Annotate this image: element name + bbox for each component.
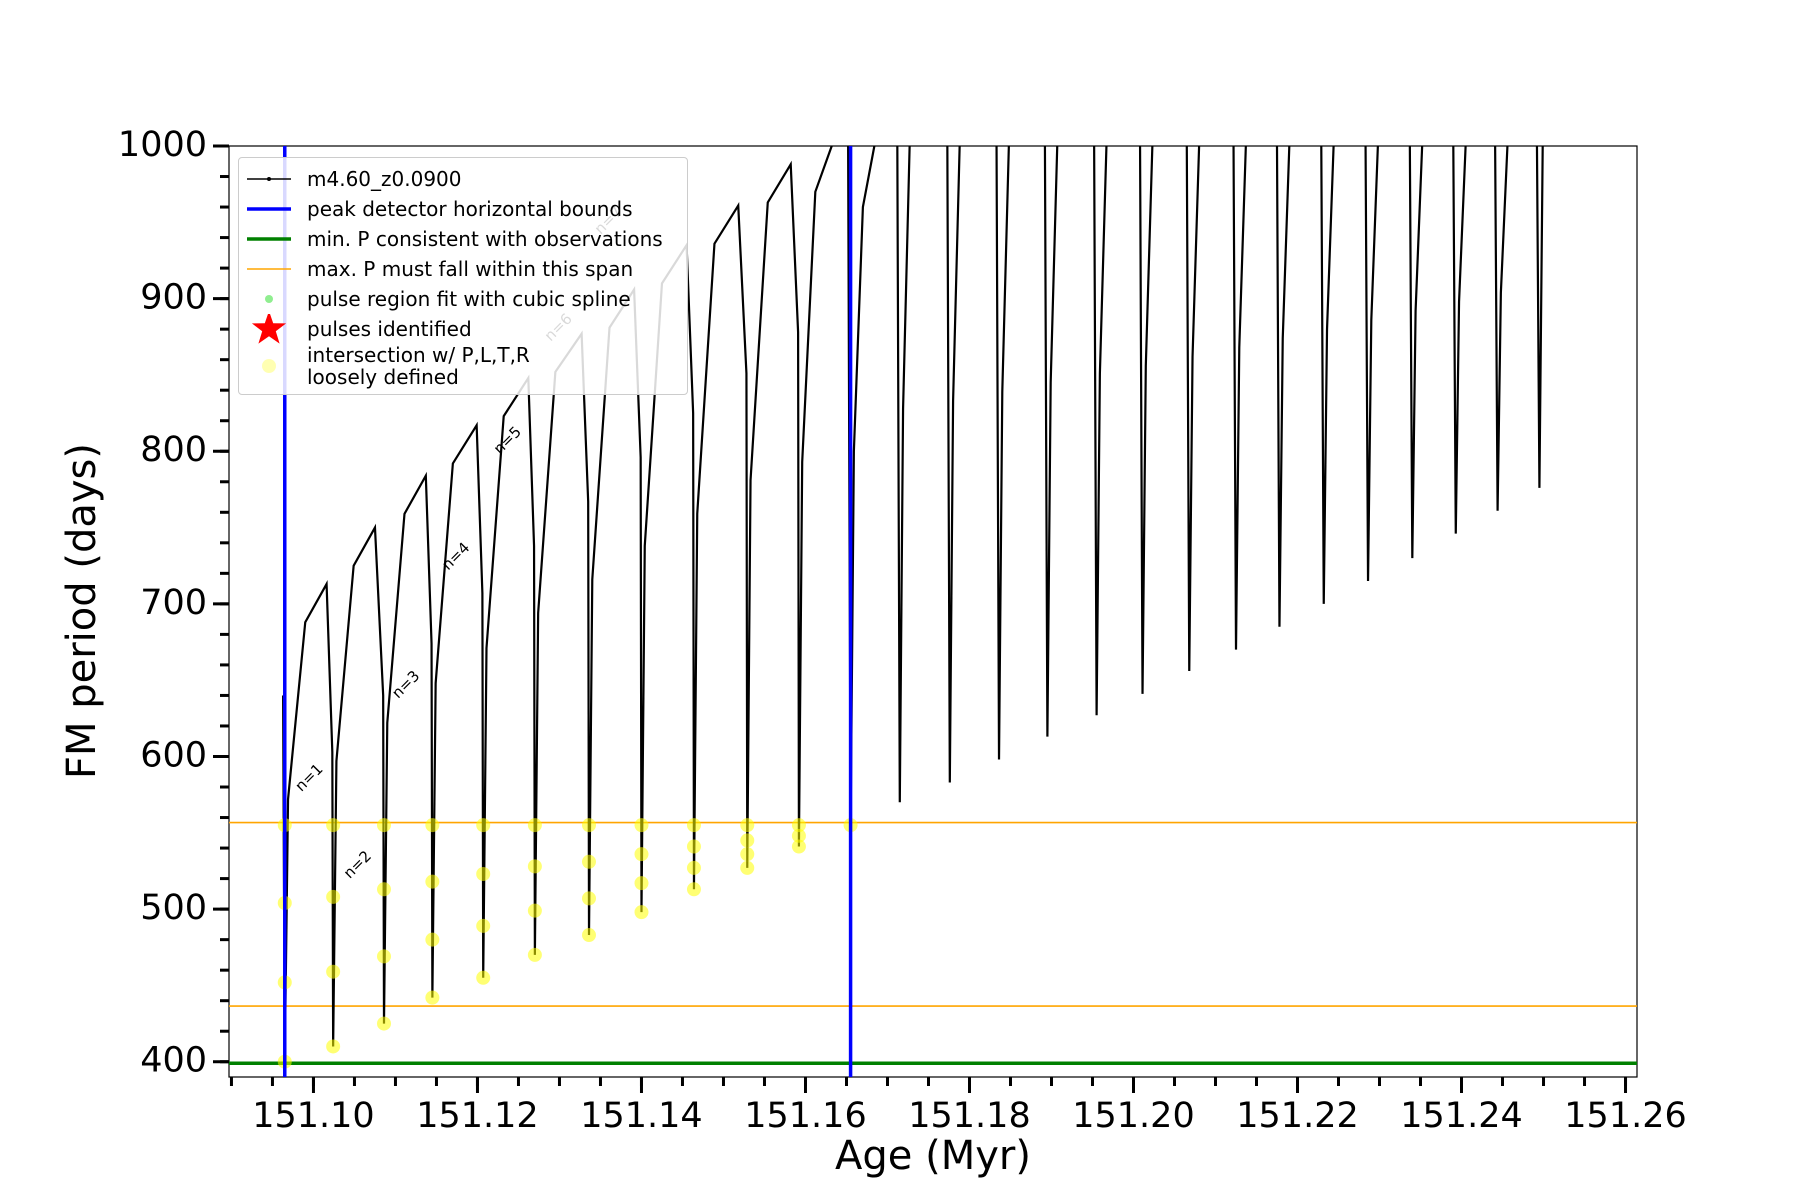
scatter-point <box>326 1039 341 1054</box>
legend-entry: pulses identified <box>239 314 687 344</box>
scatter-point <box>740 860 755 875</box>
scatter-point <box>376 818 391 833</box>
annotation: n=5 <box>490 423 525 458</box>
legend-entry: peak detector horizontal bounds <box>239 194 687 224</box>
scatter-point <box>634 818 649 833</box>
legend-entry: pulse region fit with cubic spline <box>239 284 687 314</box>
scatter-point <box>581 891 596 906</box>
scatter-point <box>376 1016 391 1031</box>
x-tick-label: 151.18 <box>908 1096 1030 1136</box>
legend-label: pulse region fit with cubic spline <box>307 287 631 311</box>
scatter-point <box>326 818 341 833</box>
legend-swatch <box>251 314 287 344</box>
scatter-point <box>791 828 806 843</box>
y-tick-label: 500 <box>140 888 207 928</box>
scatter-point <box>686 839 701 854</box>
legend-entry: m4.60_z0.0900 <box>239 164 687 194</box>
legend-entry: intersection w/ P,L,T,R loosely defined <box>239 344 687 388</box>
scatter-point <box>376 882 391 897</box>
scatter-point <box>527 903 542 918</box>
legend-swatch <box>247 237 291 241</box>
scatter-point <box>740 818 755 833</box>
scatter-point <box>740 847 755 862</box>
legend-swatch <box>247 207 291 211</box>
y-tick-label: 400 <box>140 1041 207 1081</box>
scatter-point <box>686 882 701 897</box>
scatter-point <box>425 818 440 833</box>
x-tick-label: 151.22 <box>1236 1096 1358 1136</box>
scatter-point <box>425 874 440 889</box>
x-tick-label: 151.26 <box>1564 1096 1686 1136</box>
scatter-point <box>425 990 440 1005</box>
scatter-point <box>634 847 649 862</box>
scatter-point <box>527 859 542 874</box>
scatter-point <box>791 839 806 854</box>
scatter-point <box>326 889 341 904</box>
swatch-star <box>251 314 287 344</box>
x-tick-label: 151.10 <box>252 1096 374 1136</box>
x-tick-label: 151.16 <box>744 1096 866 1136</box>
y-tick-label: 700 <box>140 583 207 623</box>
scatter-point <box>581 854 596 869</box>
legend-label: pulses identified <box>307 317 472 341</box>
scatter-point <box>686 818 701 833</box>
x-tick-label: 151.20 <box>1072 1096 1194 1136</box>
legend-label: m4.60_z0.0900 <box>307 167 462 191</box>
scatter-point <box>634 876 649 891</box>
legend-entry: min. P consistent with observations <box>239 224 687 254</box>
scatter-point <box>686 860 701 875</box>
scatter-point <box>476 970 491 985</box>
scatter-point <box>326 964 341 979</box>
legend-swatch <box>247 268 291 270</box>
scatter-point <box>527 947 542 962</box>
legend-label: max. P must fall within this span <box>307 257 634 281</box>
scatter-point <box>740 833 755 848</box>
x-tick-label: 151.24 <box>1400 1096 1522 1136</box>
legend-swatch <box>265 295 273 303</box>
annotation: n=1 <box>291 760 326 795</box>
scatter-point <box>376 949 391 964</box>
scatter-point <box>634 905 649 920</box>
scatter-point <box>476 918 491 933</box>
scatter-point <box>476 818 491 833</box>
scatter-point <box>581 818 596 833</box>
scatter-point <box>425 932 440 947</box>
y-tick-label: 900 <box>140 278 207 318</box>
annotation: n=3 <box>388 667 423 702</box>
x-axis-label: Age (Myr) <box>835 1133 1031 1179</box>
legend-label: peak detector horizontal bounds <box>307 197 633 221</box>
legend-label: min. P consistent with observations <box>307 227 663 251</box>
x-tick-label: 151.14 <box>580 1096 702 1136</box>
scatter-point <box>476 867 491 882</box>
legend-entry: max. P must fall within this span <box>239 254 687 284</box>
legend-swatch <box>262 359 276 373</box>
scatter-point <box>527 818 542 833</box>
scatter-point <box>581 928 596 943</box>
legend-label: intersection w/ P,L,T,R loosely defined <box>307 343 530 389</box>
x-tick-label: 151.12 <box>416 1096 538 1136</box>
y-tick-label: 800 <box>140 430 207 470</box>
swatch-dot <box>265 295 273 303</box>
annotation: n=4 <box>438 539 473 574</box>
swatch-dot <box>267 177 271 181</box>
y-tick-label: 600 <box>140 735 207 775</box>
data-line <box>282 146 1544 1062</box>
legend-swatch <box>247 177 291 181</box>
scatter-point <box>791 818 806 833</box>
y-tick-label: 1000 <box>118 125 207 165</box>
y-axis-label: FM period (days) <box>59 443 105 779</box>
swatch-dot <box>262 359 276 373</box>
plot-frame <box>228 145 1638 1078</box>
annotation: n=2 <box>340 847 375 882</box>
